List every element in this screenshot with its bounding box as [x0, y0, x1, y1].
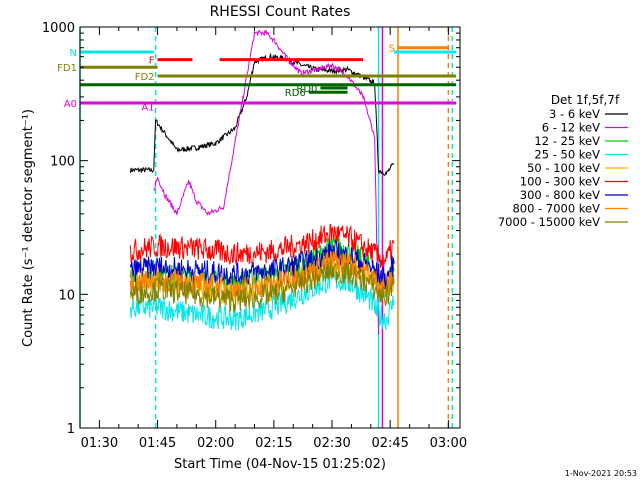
legend-label-6: 300 - 800 keV [520, 188, 600, 202]
x-tick-label-4: 02:30 [313, 436, 350, 451]
legend-label-2: 12 - 25 keV [534, 134, 600, 148]
series-line-5 [129, 223, 395, 268]
flag-label-10: A0 [64, 99, 77, 110]
flag-label-6: FD2 [135, 72, 155, 83]
flag-label-0: N [70, 48, 77, 59]
flag-label-11: A1 [141, 102, 154, 113]
plot-frame [79, 26, 461, 429]
flag-label-7: RD0 [296, 84, 317, 95]
legend-title: Det 1f,5f,7f [551, 93, 620, 107]
y-tick-label-3: 1000 [42, 21, 75, 36]
flag-label-2: S [389, 44, 395, 55]
flag-label-9: RD6 [285, 88, 306, 99]
x-tick-label-3: 02:15 [255, 436, 292, 451]
x-tick-label-1: 01:45 [139, 436, 176, 451]
series-line-3 [129, 267, 395, 331]
y-tick-label-2: 100 [50, 155, 75, 170]
chart-title: RHESSI Count Rates [210, 4, 351, 20]
x-tick-label-0: 01:30 [81, 436, 118, 451]
x-axis-label: Start Time (04-Nov-15 01:25:02) [174, 457, 386, 472]
y-tick-label-1: 10 [58, 288, 75, 303]
y-axis: 1 10 100 1000 [42, 21, 460, 437]
y-tick-label-0: 1 [67, 422, 75, 437]
legend-label-7: 800 - 7000 keV [512, 202, 600, 216]
legend-label-0: 3 - 6 keV [549, 107, 600, 121]
legend-label-4: 50 - 100 keV [527, 161, 600, 175]
x-tick-label-6: 03:00 [430, 436, 467, 451]
legend-label-5: 100 - 300 keV [520, 175, 600, 189]
legend-label-1: 6 - 12 keV [542, 121, 600, 135]
legend-label-3: 25 - 50 keV [534, 148, 600, 162]
x-tick-label-2: 02:00 [197, 436, 234, 451]
x-axis: 01:30 01:45 02:00 02:15 02:30 02:45 03:00 [79, 27, 467, 451]
legend-label-8: 7000 - 15000 keV [498, 215, 600, 229]
series-line-0 [129, 52, 395, 176]
x-tick-label-5: 02:45 [371, 436, 408, 451]
series-line-8 [129, 259, 395, 313]
y-axis-label: Count Rate (s⁻¹ detector segment⁻¹) [21, 109, 36, 347]
series-line-1 [153, 28, 380, 335]
footer-timestamp: 1-Nov-2021 20:53 [565, 469, 637, 478]
flag-label-5: FD1 [57, 63, 77, 74]
flag-label-3: F [149, 56, 155, 67]
